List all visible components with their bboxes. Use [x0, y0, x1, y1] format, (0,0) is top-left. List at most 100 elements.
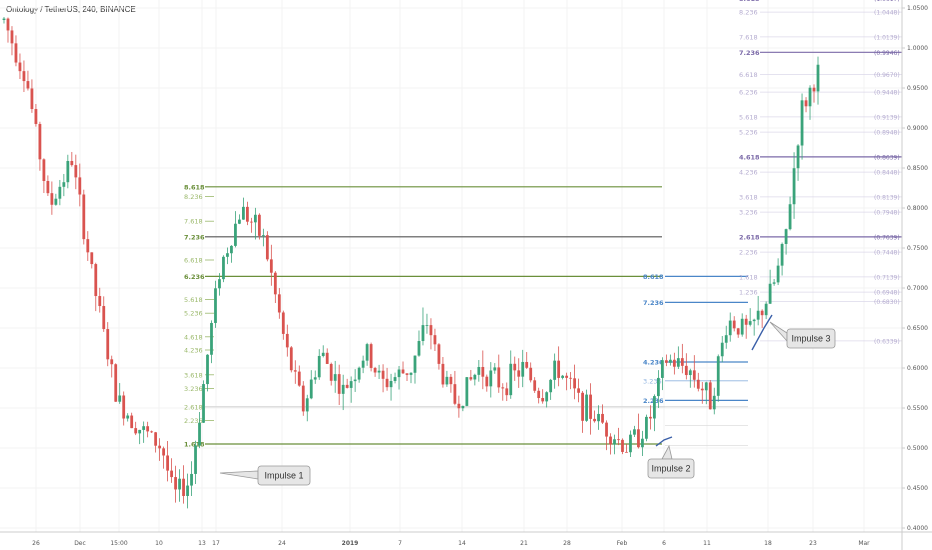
candle-body: [637, 429, 640, 448]
candle: [728, 312, 732, 342]
candle-body: [126, 415, 130, 419]
candle-body: [389, 380, 393, 388]
candle-body: [501, 387, 505, 389]
fib-level-price: (0.7448): [874, 250, 900, 257]
callout-pointer: [769, 321, 788, 343]
candle-body: [756, 310, 760, 320]
candle: [708, 380, 712, 410]
y-tick-label: 0.5000: [907, 445, 928, 452]
candle-body: [653, 396, 656, 419]
fib-level-price: (0.9670): [874, 72, 900, 79]
candle-body: [122, 395, 126, 419]
candle: [82, 189, 86, 245]
candle: [625, 444, 628, 453]
candle-body: [816, 64, 820, 92]
fib-level-label: 8.618: [184, 183, 205, 191]
candle-body: [297, 371, 301, 386]
candle-body: [214, 288, 217, 323]
candle: [341, 374, 345, 411]
candle-body: [2, 18, 6, 20]
candle: [449, 374, 453, 393]
candle-body: [688, 370, 692, 376]
candle-body: [202, 384, 205, 423]
candle-body: [664, 360, 668, 363]
candle: [345, 378, 349, 389]
fib-level-label: 1.236: [739, 289, 758, 297]
callout-1: Impulse 1: [219, 465, 311, 486]
candle-body: [780, 243, 784, 266]
candle-body: [449, 376, 453, 385]
candle-body: [182, 478, 185, 496]
candle-body: [353, 379, 357, 382]
candle-body: [808, 87, 812, 107]
candle-body: [381, 370, 385, 379]
candle-body: [760, 310, 764, 316]
candle-body: [309, 379, 313, 399]
candle-body: [493, 367, 497, 371]
candle-body: [138, 429, 142, 434]
candle: [102, 296, 106, 332]
candle: [214, 280, 217, 328]
candle: [477, 360, 481, 382]
candle: [736, 327, 740, 338]
callout-pointer: [219, 470, 259, 480]
candle: [226, 247, 229, 265]
candle: [106, 322, 110, 367]
candle: [289, 346, 293, 373]
x-tick-label: 17: [212, 540, 220, 547]
candle: [10, 26, 14, 56]
candle-body: [198, 422, 201, 446]
candle: [381, 364, 385, 393]
candle: [70, 151, 74, 167]
candle-body: [6, 18, 10, 31]
fib-level-label: 5.236: [184, 310, 203, 318]
candle: [545, 391, 549, 408]
candle-body: [784, 229, 788, 244]
candle: [525, 352, 529, 369]
candle: [796, 144, 800, 181]
candle-body: [748, 321, 752, 325]
candle-body: [162, 448, 166, 456]
candle-body: [549, 379, 553, 393]
candle-body: [146, 426, 150, 432]
candle: [365, 342, 369, 366]
candle-body: [696, 379, 700, 389]
candle: [385, 367, 389, 391]
candle-body: [369, 344, 373, 368]
candle: [493, 363, 497, 374]
candle: [222, 255, 225, 283]
candle: [202, 380, 205, 423]
candle: [182, 465, 185, 504]
candle-body: [700, 388, 704, 391]
candle: [457, 395, 461, 418]
candle-body: [800, 100, 804, 146]
candle: [186, 473, 189, 509]
candle: [712, 387, 716, 415]
candle: [585, 389, 588, 422]
candle: [34, 104, 38, 127]
x-tick-label: 28: [563, 540, 571, 547]
candle: [653, 394, 656, 432]
candle-body: [569, 377, 573, 379]
candle: [249, 217, 253, 233]
candle-body: [305, 398, 309, 412]
candle: [349, 376, 353, 403]
candle: [808, 85, 812, 120]
candle-body: [732, 320, 736, 329]
candle: [18, 53, 22, 79]
candle-body: [557, 360, 561, 378]
candle: [14, 35, 18, 67]
candle-body: [293, 370, 297, 372]
candle: [772, 278, 776, 286]
y-tick-label: 0.8500: [907, 165, 928, 172]
candle-body: [98, 296, 102, 307]
candle-body: [230, 245, 233, 254]
fib-level-price: (0.6948): [874, 290, 900, 297]
candle: [74, 154, 78, 190]
candle: [812, 84, 816, 103]
candle-body: [289, 347, 293, 371]
candle: [405, 373, 409, 381]
candle: [309, 370, 313, 400]
callout-2: Impulse 2: [647, 444, 695, 479]
